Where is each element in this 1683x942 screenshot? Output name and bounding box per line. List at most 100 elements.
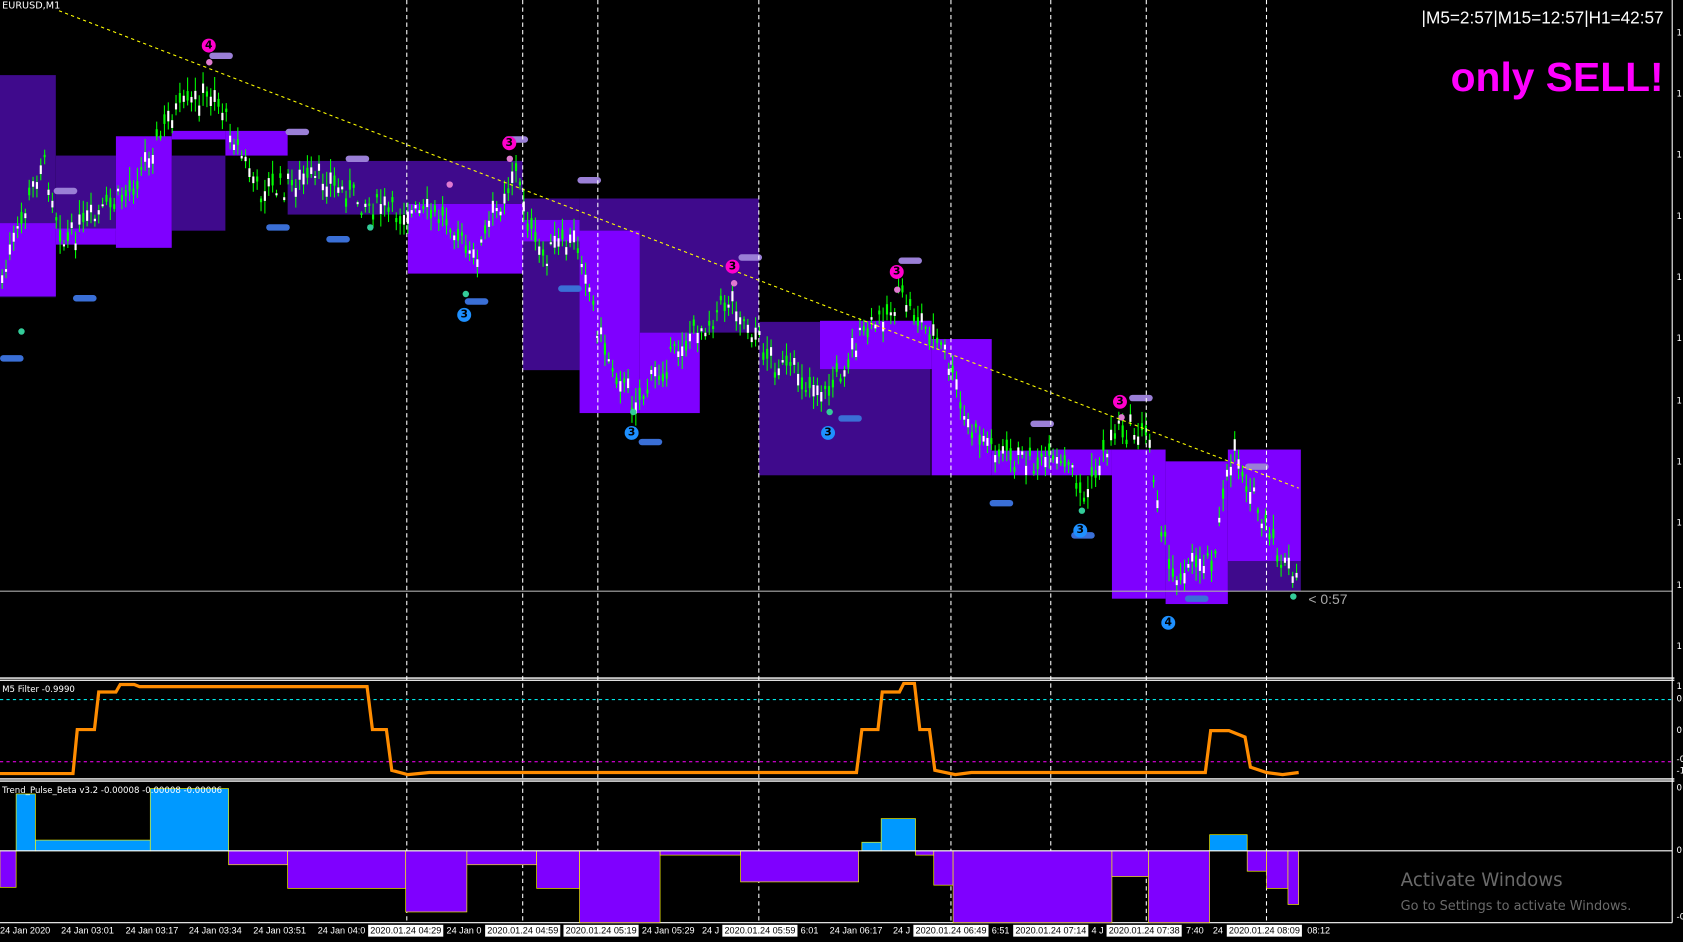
candle-body [406, 211, 409, 224]
pulse-down-bar [933, 850, 954, 886]
candle-body [1025, 465, 1028, 476]
signal-dot [446, 181, 453, 188]
candle-body [812, 384, 815, 397]
candle-body [1075, 483, 1078, 489]
candle-body [820, 391, 823, 402]
activation-watermark-subtitle: Go to Settings to activate Windows. [1400, 898, 1632, 914]
candle-body [360, 212, 363, 215]
candle-body [101, 204, 104, 207]
candle-body [924, 326, 927, 329]
candle-body [1222, 488, 1225, 499]
range-box [931, 339, 992, 476]
candle-body [1187, 564, 1190, 568]
candle-body [205, 91, 209, 97]
candle-body [410, 210, 413, 214]
candle-body [673, 343, 676, 347]
candle-body [275, 193, 278, 196]
candle-body [252, 176, 255, 184]
candle-body [487, 220, 491, 227]
price-tick: 1 [1676, 395, 1682, 406]
candle-body [781, 360, 784, 363]
candle-body [530, 218, 533, 229]
candle-body [267, 178, 270, 187]
signal-pill [464, 298, 489, 305]
candle-body [704, 332, 707, 337]
signal-dot [894, 286, 901, 293]
price-tick: 1 [1676, 272, 1682, 283]
candle-body [623, 378, 626, 383]
candle-body [1276, 555, 1279, 562]
candle-body [769, 347, 773, 356]
pulse-tick: 0 [1676, 783, 1682, 793]
candle-body [588, 287, 591, 292]
m5-tick: -0 [1676, 754, 1683, 764]
candle-body [194, 90, 197, 100]
signal-text: only SELL! [1450, 55, 1664, 101]
candle-body [109, 197, 112, 208]
candle-body [1237, 459, 1240, 469]
candle-body [74, 243, 77, 251]
symbol-label[interactable]: EURUSD,M1 [2, 1, 61, 12]
candle-body [878, 310, 881, 315]
candle-body [576, 248, 579, 253]
candle-body [1059, 461, 1062, 464]
candle-body [742, 319, 746, 322]
candle-body [186, 91, 189, 101]
buy-marker: 3 [457, 307, 472, 322]
signal-pill [1129, 394, 1153, 402]
candle-body [263, 191, 266, 201]
candle-body [383, 196, 386, 206]
candle-body [1233, 439, 1236, 451]
pulse-down-bar [228, 850, 288, 866]
time-label: 2020.01.24 07:14 [1013, 924, 1089, 937]
candle-body [1110, 429, 1113, 441]
candle-body [364, 203, 367, 207]
signal-pill [898, 257, 922, 264]
candle-body [294, 187, 297, 197]
candle-body [325, 186, 328, 197]
candle-body [681, 346, 684, 357]
candle-body [16, 226, 19, 229]
time-label: 2020.01.24 05:19 [563, 924, 639, 937]
candle-body [151, 154, 154, 164]
candle-body [1280, 564, 1283, 568]
candle-body [1283, 557, 1287, 563]
candle-body [1017, 447, 1020, 456]
candle-body [356, 202, 359, 205]
candle-body [1198, 558, 1202, 571]
time-label: 2020.01.24 04:59 [485, 924, 561, 937]
pulse-up-bar [15, 793, 36, 852]
candle-body [1113, 433, 1117, 439]
candle-body [561, 229, 564, 240]
candle-body [1129, 414, 1132, 422]
candle-body [1032, 471, 1035, 474]
candle-body [1, 275, 4, 283]
candle-body [893, 312, 896, 316]
candle-body [634, 402, 637, 414]
candle-body [62, 244, 66, 247]
candle-body [615, 377, 618, 384]
candle-body [499, 211, 502, 216]
candle-body [974, 423, 977, 428]
candle-body [337, 187, 340, 193]
candle-body [526, 223, 529, 231]
candle-body [870, 317, 873, 320]
candle-body [715, 310, 719, 313]
candle-body [1067, 462, 1070, 465]
candle-body [1028, 447, 1032, 456]
pulse-down-bar [466, 850, 537, 866]
candle-body [348, 180, 351, 190]
candle-body [387, 207, 390, 212]
candle-body [51, 200, 54, 208]
candle-body [20, 212, 23, 224]
candle-body [1001, 446, 1004, 454]
time-label: 24 Jan 03:01 [61, 924, 114, 936]
candle-body [700, 328, 703, 332]
candle-body [8, 244, 11, 255]
candle-body [1021, 451, 1024, 455]
candle-body [650, 369, 653, 375]
candle-body [851, 338, 854, 350]
pulse-tick: 0 [1676, 845, 1682, 856]
